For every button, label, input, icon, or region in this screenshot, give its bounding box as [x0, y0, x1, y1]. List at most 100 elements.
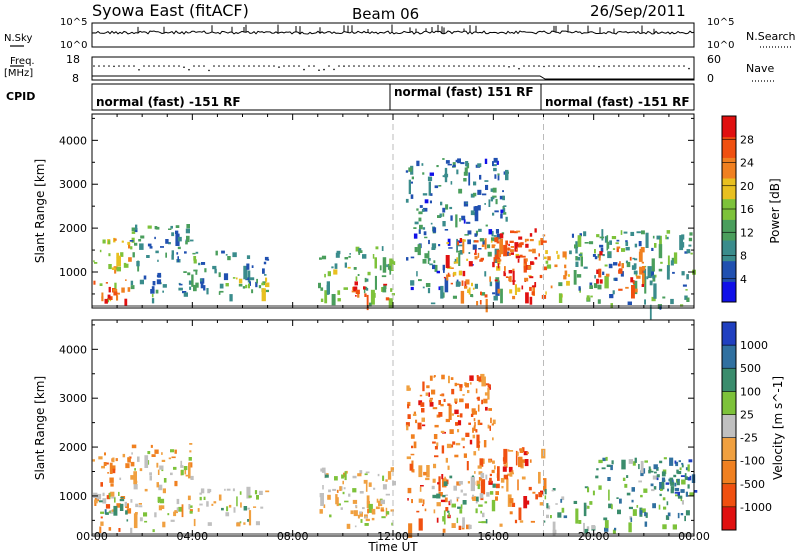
data-cell	[106, 495, 111, 500]
data-cell	[502, 457, 506, 462]
data-cell	[392, 480, 396, 486]
data-cell	[405, 170, 409, 173]
data-cell	[480, 291, 482, 296]
data-cell	[239, 491, 242, 495]
data-cell	[475, 508, 478, 514]
data-cell	[353, 267, 357, 270]
colorbar-segment	[722, 281, 736, 303]
data-cell	[632, 461, 636, 466]
count-tick-right-top: 10^5	[707, 17, 734, 28]
data-cell	[157, 259, 159, 262]
data-cell	[489, 281, 493, 287]
y-tick-label: 3000	[59, 178, 87, 191]
data-cell	[484, 238, 487, 250]
data-cell	[481, 376, 486, 387]
data-cell	[440, 499, 446, 503]
data-cell	[446, 275, 449, 281]
data-cell	[648, 466, 651, 471]
colorbar-segment	[722, 157, 736, 179]
data-cell	[364, 277, 367, 283]
data-cell	[440, 201, 443, 206]
data-cell	[413, 411, 416, 415]
data-cell	[417, 244, 421, 256]
data-cell	[468, 422, 471, 425]
data-cell	[154, 236, 156, 240]
data-cell	[586, 295, 590, 301]
data-cell	[686, 297, 690, 302]
data-cell	[540, 240, 544, 246]
data-cell	[555, 503, 558, 505]
data-cell	[538, 492, 543, 498]
data-cell	[456, 496, 460, 499]
data-cell	[518, 507, 522, 521]
data-cell	[508, 450, 514, 452]
data-cell	[352, 499, 358, 504]
data-cell	[463, 178, 467, 182]
data-cell	[485, 224, 488, 227]
freq-dot	[283, 65, 285, 67]
cpid-panel: CPID normal (fast) -151 RF normal (fast)…	[6, 83, 695, 111]
data-cell	[659, 493, 662, 497]
freq-dot	[433, 65, 435, 67]
data-cell	[422, 424, 426, 427]
data-cell	[265, 282, 270, 288]
colorbar-segment	[722, 345, 736, 369]
data-cell	[482, 193, 487, 196]
freq-dot	[258, 65, 260, 67]
data-cell	[456, 169, 459, 175]
data-cell	[412, 469, 415, 473]
data-cell	[364, 473, 368, 476]
data-cell	[630, 277, 634, 283]
data-cell	[465, 161, 469, 167]
data-cell	[673, 474, 677, 478]
data-cell	[112, 289, 118, 292]
freq-dot	[418, 65, 420, 67]
data-cell	[333, 269, 338, 275]
y-tick-label: 4000	[59, 343, 87, 356]
data-cell	[477, 419, 481, 426]
data-cell	[236, 522, 241, 527]
data-cell	[418, 279, 422, 282]
data-cell	[612, 290, 615, 295]
data-cell	[444, 476, 446, 482]
freq-dot	[428, 65, 430, 67]
data-cell	[448, 375, 450, 384]
data-cell	[644, 279, 647, 294]
data-cell	[449, 475, 453, 479]
data-cell	[652, 503, 656, 509]
data-cell	[524, 459, 529, 467]
data-cell	[181, 504, 184, 518]
data-cell	[374, 275, 377, 290]
data-cell	[462, 500, 467, 505]
freq-dot	[443, 65, 445, 67]
data-cell	[503, 171, 507, 175]
nsky-spikes	[137, 24, 695, 34]
data-cell	[450, 377, 454, 380]
data-cell	[653, 486, 657, 490]
data-cell	[357, 293, 360, 298]
data-cell	[380, 507, 384, 512]
data-cell	[189, 450, 192, 453]
data-cell	[147, 225, 152, 229]
data-cell	[534, 257, 538, 260]
data-cell	[264, 274, 267, 276]
data-cell	[498, 251, 502, 257]
freq-dot	[523, 65, 525, 67]
data-cell	[458, 525, 462, 530]
data-cell	[189, 511, 193, 514]
data-cell	[466, 524, 471, 530]
data-cell	[130, 527, 133, 534]
data-cell	[679, 235, 684, 251]
data-cell	[479, 493, 484, 499]
data-cell	[684, 473, 687, 479]
x-tick-label: 20:00	[578, 530, 610, 543]
data-cell	[419, 205, 423, 208]
data-cell	[334, 263, 338, 269]
data-cell	[444, 277, 448, 282]
data-cell	[538, 253, 540, 257]
data-cell	[623, 231, 628, 234]
data-cell	[415, 419, 418, 424]
data-cell	[476, 376, 482, 381]
data-cell	[475, 501, 478, 504]
